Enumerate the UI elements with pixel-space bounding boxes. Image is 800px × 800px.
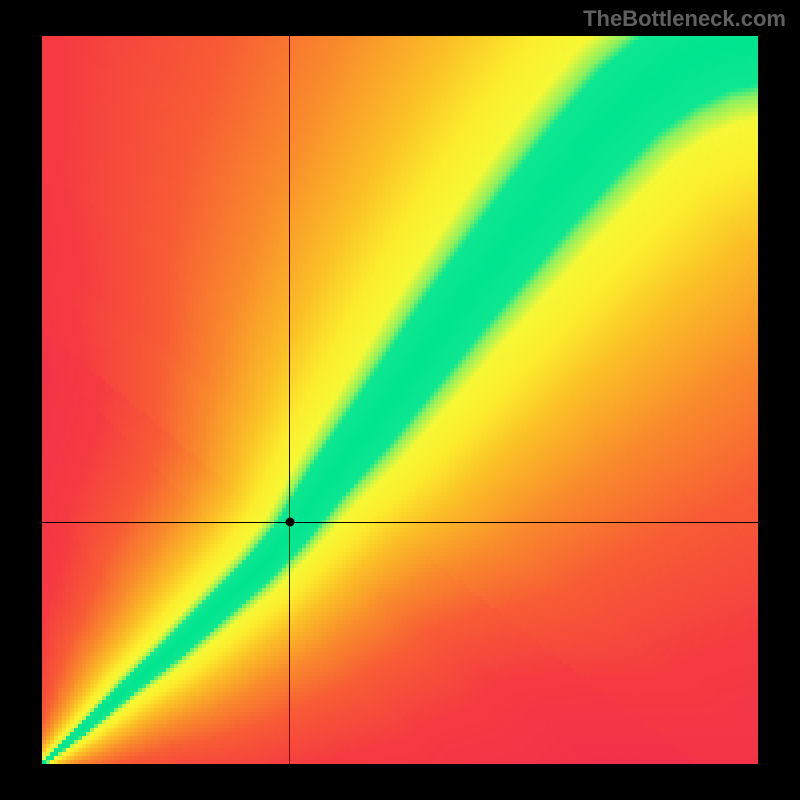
watermark-text: TheBottleneck.com xyxy=(583,6,786,32)
heatmap-container: TheBottleneck.com xyxy=(0,0,800,800)
crosshair-vertical xyxy=(289,36,290,764)
plot-area xyxy=(42,36,758,764)
heatmap-canvas xyxy=(42,36,758,764)
crosshair-horizontal xyxy=(42,522,758,523)
marker-dot xyxy=(285,518,294,527)
